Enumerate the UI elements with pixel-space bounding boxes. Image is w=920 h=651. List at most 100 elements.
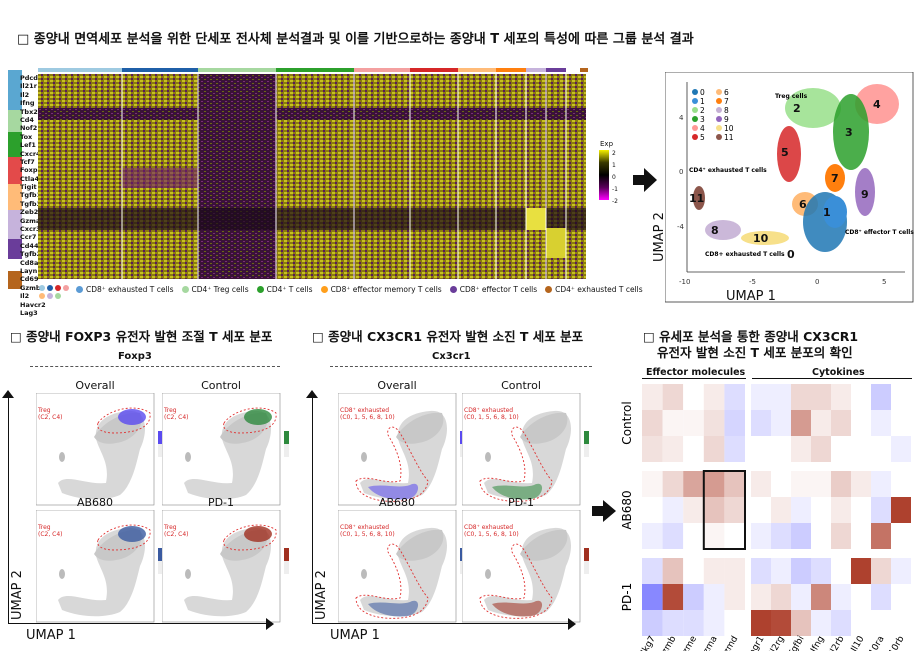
flow-cell <box>771 497 791 523</box>
cx3cr1-x-axis <box>312 623 570 624</box>
flow-cell <box>642 558 663 584</box>
cluster-legend-dot <box>692 107 698 113</box>
flow-cell <box>811 584 831 610</box>
cluster-legend-dot <box>716 125 722 131</box>
legend-item: CD8⁺ effector T cells <box>449 285 537 294</box>
note-line: (C2, C4) <box>164 414 189 421</box>
flow-cell <box>831 436 851 462</box>
cluster-legend-label: 9 <box>724 115 729 124</box>
expression-hotspot <box>368 600 419 617</box>
umap-xtick: -10 <box>679 278 690 286</box>
cluster-legend-dot <box>716 98 722 104</box>
flow-cell <box>703 471 725 497</box>
flow-cell <box>771 436 791 462</box>
gene-label: Cxcr4 <box>20 149 41 158</box>
umap-ytick: 4 <box>679 114 684 122</box>
umap-xtick: 5 <box>882 278 886 286</box>
panel-title: Control <box>501 379 541 392</box>
note-line: CD8⁺ exhausted <box>464 524 514 531</box>
panel-title: Overall <box>377 379 417 392</box>
flow-cell <box>791 610 811 636</box>
flow-cell <box>662 558 684 584</box>
flow-cell <box>891 497 911 523</box>
flow-section-title-2: 유전자 발현 소진 T 세포 분포의 확인 <box>657 345 853 360</box>
umap-main-ylabel: UMAP 2 <box>652 212 667 262</box>
flow-cell <box>871 610 891 636</box>
note-line: CD8⁺ exhausted <box>464 407 514 414</box>
flow-cell <box>683 584 704 610</box>
arrow-up-icon <box>306 390 318 398</box>
flow-cell <box>683 610 704 636</box>
legend-item: CD4⁺ T cells <box>256 285 313 294</box>
svg-text:0: 0 <box>787 248 795 261</box>
cluster-3 <box>833 94 869 170</box>
annot-treg: Treg cells <box>775 93 808 100</box>
cluster-7 <box>825 164 845 192</box>
flow-cell <box>703 584 725 610</box>
flow-cell <box>851 471 871 497</box>
legend-label: CD8⁺ effector memory T cells <box>330 285 442 294</box>
gene-label: Gzmb <box>20 283 41 292</box>
gene-label: Tgfb1 <box>20 191 42 200</box>
legend-dot <box>449 286 457 293</box>
flow-cell <box>791 471 811 497</box>
cluster-note: Treg (C2, C4) <box>38 524 63 538</box>
umap-ytick: 0 <box>679 168 683 176</box>
cx3cr1-dash <box>330 366 592 367</box>
flow-cell <box>642 497 663 523</box>
gene-label: Cd8a <box>20 258 39 267</box>
flow-cell <box>771 584 791 610</box>
gene-label: Tgfb2 <box>20 250 42 259</box>
group-line-1 <box>642 378 746 379</box>
exhausted-outline <box>355 426 429 502</box>
note-line: Treg <box>164 524 177 531</box>
flow-cell <box>724 471 745 497</box>
foxp3-y-axis <box>8 395 9 623</box>
flow-cell <box>791 410 811 436</box>
legend-label: CD8⁺ exhausted T cells <box>86 285 174 294</box>
flow-cell <box>642 471 663 497</box>
annot-cd8-exhausted: CD8+ exhausted T cells <box>705 251 785 258</box>
flow-cell <box>703 410 725 436</box>
heatmap-row-colorbar <box>8 70 22 303</box>
cluster-legend-label: 3 <box>700 115 705 124</box>
cluster-legend-label: 7 <box>724 97 729 106</box>
flow-col-label: Nkg7 <box>638 635 658 651</box>
flow-cell <box>891 436 911 462</box>
treg-outline <box>223 407 277 434</box>
flow-cell <box>662 410 684 436</box>
flow-cell <box>724 410 745 436</box>
flow-cell <box>751 610 771 636</box>
svg-text:6: 6 <box>799 198 807 211</box>
expression-hotspot <box>492 483 543 500</box>
cluster-legend-dot <box>716 89 722 95</box>
flow-cell <box>871 523 891 549</box>
exhausted-outline <box>479 426 553 502</box>
gene-label: Tgfb3 <box>20 199 42 208</box>
cx3cr1-section-title: □ 종양내 CX3CR1 유전자 발현 소진 T 세포 분포 <box>312 329 584 344</box>
flow-cell <box>662 584 684 610</box>
gene-label: Ctla4 <box>20 174 40 183</box>
legend-item: CD8⁺ exhausted T cells <box>76 285 174 294</box>
legend-dot <box>181 286 189 293</box>
highlight-box <box>702 470 747 550</box>
flow-cell <box>751 410 771 436</box>
right-arrow-icon <box>592 500 616 522</box>
note-line: (C0, 1, 5, 6, 8, 10) <box>464 414 519 421</box>
flow-cell <box>891 384 911 410</box>
expression-hotspot <box>492 600 543 617</box>
flow-cell <box>851 584 871 610</box>
flow-cell <box>871 497 891 523</box>
right-arrow-icon <box>633 168 657 192</box>
flow-cell <box>662 523 684 549</box>
expression-hotspot <box>244 526 272 542</box>
note-line: (C0, 1, 5, 6, 8, 10) <box>464 531 519 538</box>
flow-cell <box>771 558 791 584</box>
gene-label: Tbx21 <box>20 107 43 116</box>
arrow-right-icon <box>568 618 576 630</box>
flow-cell <box>771 471 791 497</box>
flow-col-label: Gzmd <box>719 635 741 651</box>
flow-cell <box>703 610 725 636</box>
